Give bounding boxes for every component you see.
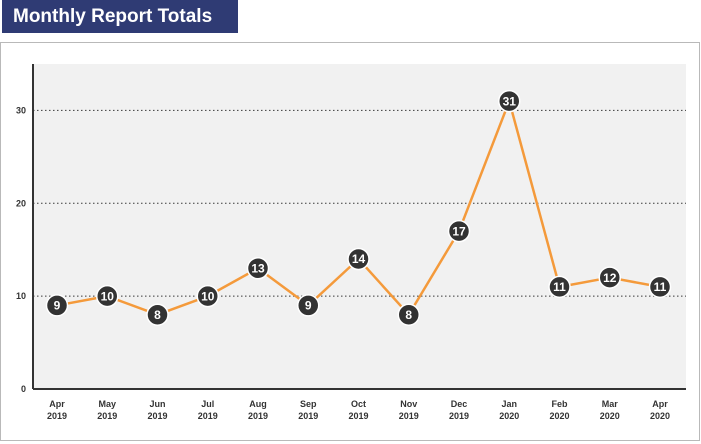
y-tick-label: 0	[21, 384, 26, 394]
data-label: 14	[352, 252, 366, 266]
data-point	[447, 219, 471, 243]
x-tick-label: Feb	[551, 399, 568, 409]
data-point	[297, 294, 320, 317]
x-tick-label: 2020	[650, 411, 670, 421]
x-tick-label: Apr	[49, 399, 65, 409]
x-tick-label: Sep	[300, 399, 317, 409]
x-tick-label: 2019	[97, 411, 117, 421]
data-point	[498, 89, 521, 113]
data-point	[96, 284, 119, 308]
x-tick-label: 2019	[248, 411, 268, 421]
data-point	[397, 303, 420, 326]
data-point	[45, 294, 69, 317]
data-label: 8	[154, 308, 161, 322]
data-label: 11	[553, 280, 566, 294]
x-tick-label: May	[98, 399, 116, 409]
x-tick-label: 2019	[298, 411, 318, 421]
x-tick-label: Mar	[602, 399, 619, 409]
x-tick-label: 2020	[549, 411, 569, 421]
x-tick-label: 2019	[47, 411, 67, 421]
chart-title: Monthly Report Totals	[2, 0, 238, 33]
data-label: 10	[201, 289, 215, 303]
x-tick-label: 2019	[198, 411, 218, 421]
x-tick-label: Jun	[149, 399, 165, 409]
data-point	[146, 303, 169, 326]
x-tick-label: 2019	[449, 411, 469, 421]
x-tick-label: 2019	[147, 411, 167, 421]
x-tick-label: Aug	[249, 399, 267, 409]
y-tick-label: 10	[16, 291, 26, 301]
data-label: 11	[654, 280, 667, 294]
y-tick-label: 30	[16, 105, 26, 115]
x-tick-label: Dec	[451, 399, 468, 409]
data-label: 31	[503, 94, 517, 108]
data-label: 13	[251, 261, 265, 275]
data-point	[347, 247, 370, 271]
data-label: 17	[452, 224, 466, 238]
x-tick-label: 2019	[348, 411, 368, 421]
data-point	[598, 266, 621, 289]
x-tick-label: 2020	[499, 411, 519, 421]
x-tick-label: Apr	[652, 399, 668, 409]
data-label: 9	[305, 299, 312, 313]
data-point	[246, 257, 270, 280]
data-point	[196, 284, 219, 308]
x-tick-label: Jul	[201, 399, 214, 409]
y-tick-label: 20	[16, 198, 26, 208]
x-tick-label: 2020	[600, 411, 620, 421]
data-point	[548, 275, 571, 299]
data-point	[648, 275, 672, 299]
data-label: 12	[603, 271, 617, 285]
x-tick-label: Nov	[400, 399, 417, 409]
x-tick-label: Jan	[501, 399, 517, 409]
data-label: 9	[54, 299, 61, 313]
data-label: 8	[405, 308, 412, 322]
x-tick-label: Oct	[351, 399, 366, 409]
data-label: 10	[101, 289, 115, 303]
plot-area	[33, 64, 686, 389]
x-tick-label: 2019	[399, 411, 419, 421]
